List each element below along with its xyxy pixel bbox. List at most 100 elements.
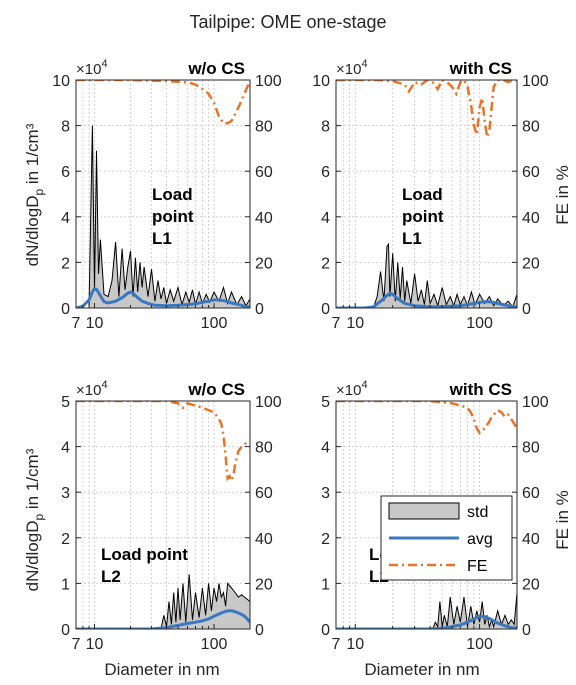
- y-right-tick-label: 0: [255, 301, 264, 318]
- y-left-tick-label: 2: [321, 255, 330, 272]
- y-exponent-label: ×104: [76, 58, 108, 78]
- panel-annotation-line: L2: [101, 567, 121, 586]
- exponent-base: ×10: [336, 382, 361, 399]
- y-left-tick-label: 5: [61, 394, 70, 411]
- ylabel-main: dN/dlogD: [23, 196, 42, 267]
- panel-title: with CS: [449, 380, 512, 399]
- x-tick-label: 10: [346, 636, 364, 653]
- y-right-tick-label: 20: [522, 255, 540, 272]
- y-left-tick-label: 6: [61, 164, 70, 181]
- fe-line: [76, 80, 250, 125]
- panel-annotation-line: Load: [152, 185, 193, 204]
- y-left-tick-label: 10: [312, 73, 330, 90]
- y-left-tick-label: 0: [321, 622, 330, 639]
- y-right-tick-label: 100: [255, 394, 282, 411]
- y-right-tick-label: 100: [255, 73, 282, 90]
- y-exponent-label: ×104: [336, 379, 368, 399]
- y-right-tick-label: 60: [255, 485, 273, 502]
- x-tick-label: 7: [332, 315, 341, 332]
- x-tick-label: 100: [201, 315, 228, 332]
- y-right-tick-label: 0: [522, 622, 531, 639]
- panel-annotation-line: Load: [402, 185, 443, 204]
- y-right-tick-label: 20: [255, 576, 273, 593]
- x-tick-label: 100: [466, 636, 493, 653]
- y-right-tick-label: 60: [522, 485, 540, 502]
- fe-line: [336, 80, 517, 138]
- panel-annotation-line: point: [152, 207, 194, 226]
- y-exponent-label: ×104: [76, 379, 108, 399]
- y-right-tick-label: 20: [522, 576, 540, 593]
- std-area: [76, 574, 250, 629]
- y-right-tick-label: 20: [255, 255, 273, 272]
- avg-line: [76, 609, 250, 629]
- ylabel-unit: in 1/cm³: [23, 448, 42, 514]
- y-left-tick-label: 0: [61, 622, 70, 639]
- legend: std avg FE: [380, 495, 513, 581]
- avg-line: [76, 286, 250, 308]
- y-right-tick-label: 40: [255, 210, 273, 227]
- y-right-tick-label: 100: [522, 73, 549, 90]
- axes-box: [335, 79, 518, 309]
- axes-box: [75, 400, 251, 630]
- y-left-tick-label: 6: [321, 164, 330, 181]
- ylabel-subscript: p: [32, 189, 46, 196]
- y-left-tick-label: 0: [61, 301, 70, 318]
- panel-title: with CS: [449, 59, 512, 78]
- legend-swatch-std: [388, 502, 460, 520]
- y-left-tick-label: 4: [321, 440, 330, 457]
- x-tick-label: 100: [201, 636, 228, 653]
- x-axis-label-right: Diameter in nm: [364, 660, 479, 679]
- y-axis-label-left-bottom: dN/dlogDp in 1/cm³: [23, 448, 46, 591]
- y-left-tick-label: 5: [321, 394, 330, 411]
- x-axis-label-left: Diameter in nm: [104, 660, 219, 679]
- fe-line: [336, 401, 517, 435]
- y-right-tick-label: 40: [522, 531, 540, 548]
- y-left-tick-label: 0: [321, 301, 330, 318]
- panel-title: w/o CS: [187, 380, 245, 399]
- axes-box: [75, 79, 251, 309]
- y-right-tick-label: 60: [522, 164, 540, 181]
- std-area: [336, 592, 517, 629]
- x-tick-label: 7: [332, 636, 341, 653]
- y-left-tick-label: 2: [61, 531, 70, 548]
- y-right-tick-label: 60: [255, 164, 273, 181]
- y-right-tick-label: 0: [522, 301, 531, 318]
- x-tick-label: 10: [346, 315, 364, 332]
- avg-line: [336, 614, 517, 629]
- y-left-tick-label: 2: [321, 531, 330, 548]
- y-left-tick-label: 10: [52, 73, 70, 90]
- legend-label: avg: [467, 531, 493, 548]
- figure-title: Tailpipe: OME one-stage: [189, 12, 386, 32]
- fe-line: [76, 401, 250, 485]
- exponent-power: 4: [361, 379, 367, 391]
- ylabel-unit: in 1/cm³: [23, 123, 42, 189]
- x-tick-label: 100: [466, 315, 493, 332]
- panel-annotation-line: Load point: [101, 545, 188, 564]
- y-right-tick-label: 80: [255, 440, 273, 457]
- panel-title: w/o CS: [187, 59, 245, 78]
- y-left-tick-label: 4: [61, 210, 70, 227]
- exponent-base: ×10: [336, 61, 361, 78]
- y-left-tick-label: 4: [61, 440, 70, 457]
- exponent-power: 4: [101, 58, 107, 70]
- panel-annotation-line: L1: [402, 229, 422, 248]
- exponent-power: 4: [101, 379, 107, 391]
- axes-box: [335, 400, 518, 630]
- y-exponent-label: ×104: [336, 58, 368, 78]
- y-right-tick-label: 0: [255, 622, 264, 639]
- y-right-tick-label: 80: [522, 119, 540, 136]
- legend-label: std: [467, 504, 488, 521]
- exponent-power: 4: [361, 58, 367, 70]
- y-axis-label-right-bottom: FE in %: [553, 490, 572, 550]
- exponent-base: ×10: [76, 382, 101, 399]
- y-right-tick-label: 80: [255, 119, 273, 136]
- x-tick-label: 7: [72, 315, 81, 332]
- x-tick-label: 10: [86, 315, 104, 332]
- panel-annotation-line: L1: [152, 229, 172, 248]
- y-left-tick-label: 2: [61, 255, 70, 272]
